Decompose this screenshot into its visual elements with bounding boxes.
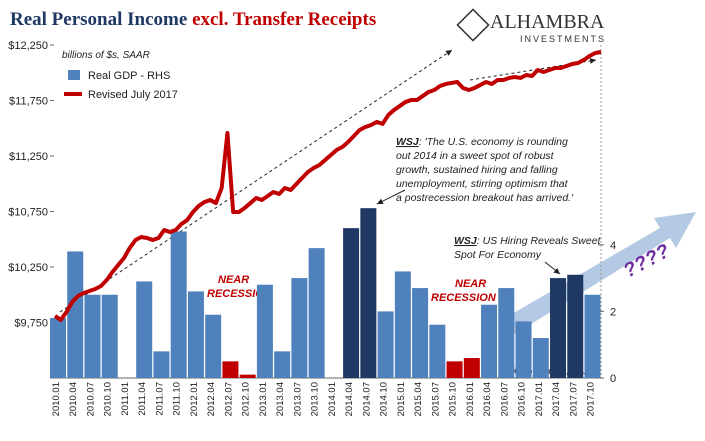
bar xyxy=(308,248,325,378)
annotation: NEAR RECESSION xyxy=(431,278,497,304)
x-tick-label: 2017.04 xyxy=(551,382,562,416)
bar xyxy=(187,291,204,378)
line xyxy=(53,50,602,322)
bar xyxy=(481,304,498,378)
bar xyxy=(256,284,273,378)
bar xyxy=(84,294,101,378)
legend-label: Revised July 2017 xyxy=(88,89,178,101)
bar xyxy=(550,278,567,378)
x-tick-label: 2015.10 xyxy=(448,382,459,416)
x-tick-label: 2015.01 xyxy=(396,382,407,416)
y2-tick-label: 4 xyxy=(610,240,616,252)
pointer xyxy=(544,261,561,275)
bar xyxy=(377,311,394,378)
bar xyxy=(532,338,549,378)
bar xyxy=(222,361,239,378)
x-tick-label: 2014.10 xyxy=(379,382,390,416)
x-tick-label: 2013.04 xyxy=(275,382,286,416)
bar xyxy=(274,351,291,378)
x-tick-label: 2013.07 xyxy=(292,382,303,416)
bar xyxy=(446,361,463,378)
x-tick-label: 2017.07 xyxy=(568,382,579,416)
x-tick-label: 2010.10 xyxy=(103,382,114,416)
trend-line xyxy=(59,49,453,313)
y2-tick-label: 2 xyxy=(610,306,616,318)
bar xyxy=(567,274,584,378)
logo: ALHAMBRA INVESTMENTS xyxy=(456,8,606,44)
bar xyxy=(50,318,66,378)
y-tick-label: $10,250 xyxy=(8,262,48,274)
x-tick-label: 2013.10 xyxy=(310,382,321,416)
legend-swatch xyxy=(68,70,80,80)
x-tick-label: 2016.10 xyxy=(517,382,528,416)
x-tick-label: 2013.01 xyxy=(258,382,269,416)
bar xyxy=(412,288,429,378)
bar xyxy=(291,278,308,378)
bar xyxy=(136,281,153,378)
y-tick-label: $11,250 xyxy=(9,151,48,163)
annotation: WSJ: US Hiring Reveals Sweet Spot For Eco… xyxy=(454,235,602,261)
bar xyxy=(498,288,515,378)
y-tick-label: $11,750 xyxy=(9,96,48,108)
annotation: WSJ: 'The U.S. economy is rounding out 20… xyxy=(396,136,574,204)
x-tick-label: 2015.04 xyxy=(413,382,424,416)
bar xyxy=(101,294,118,378)
bar xyxy=(170,231,187,378)
x-tick-label: 2011.07 xyxy=(154,382,165,416)
x-tick-label: 2011.01 xyxy=(120,382,131,416)
legend-label: Real GDP - RHS xyxy=(88,70,170,82)
x-tick-label: 2015.07 xyxy=(430,382,441,416)
x-tick-label: 2011.04 xyxy=(137,382,148,416)
x-tick-label: 2012.04 xyxy=(206,382,217,416)
bar xyxy=(153,351,170,378)
bar xyxy=(515,321,532,378)
bar xyxy=(205,314,222,378)
bar xyxy=(463,358,480,378)
bar xyxy=(360,208,377,378)
x-tick-label: 2011.10 xyxy=(172,382,183,416)
x-tick-label: 2010.01 xyxy=(51,382,62,416)
bar xyxy=(394,271,411,378)
x-tick-label: 2016.04 xyxy=(482,382,493,416)
x-tick-label: 2017.10 xyxy=(586,382,597,416)
x-tick-label: 2010.04 xyxy=(68,382,79,416)
x-tick-label: 2014.04 xyxy=(344,382,355,416)
x-tick-label: 2017.01 xyxy=(534,382,545,416)
logo-name: ALHAMBRA xyxy=(490,11,605,33)
x-tick-label: 2010.07 xyxy=(85,382,96,416)
bar xyxy=(429,324,446,378)
y2-tick-label: 0 xyxy=(610,373,616,385)
bar xyxy=(67,251,84,378)
x-tick-label: 2014.07 xyxy=(361,382,372,416)
chart-title: Real Personal Income excl. Transfer Rece… xyxy=(10,9,376,30)
pointer xyxy=(376,189,406,205)
logo-sub: INVESTMENTS xyxy=(520,34,606,44)
left-axis-note: billions of $s, SAAR xyxy=(62,50,150,61)
x-tick-label: 2016.07 xyxy=(499,382,510,416)
bar xyxy=(343,228,360,378)
y-tick-label: $12,250 xyxy=(8,40,48,52)
x-tick-label: 2016.01 xyxy=(465,382,476,416)
annotation: NEAR RECESSION xyxy=(207,274,273,300)
x-tick-label: 2012.10 xyxy=(241,382,252,416)
bar xyxy=(584,294,601,378)
x-tick-label: 2012.07 xyxy=(223,382,234,416)
x-tick-label: 2012.01 xyxy=(189,382,200,416)
y-tick-label: $9,750 xyxy=(14,318,48,330)
y-tick-label: $10,750 xyxy=(8,207,48,219)
bar xyxy=(239,374,256,378)
x-tick-label: 2014.01 xyxy=(327,382,338,416)
